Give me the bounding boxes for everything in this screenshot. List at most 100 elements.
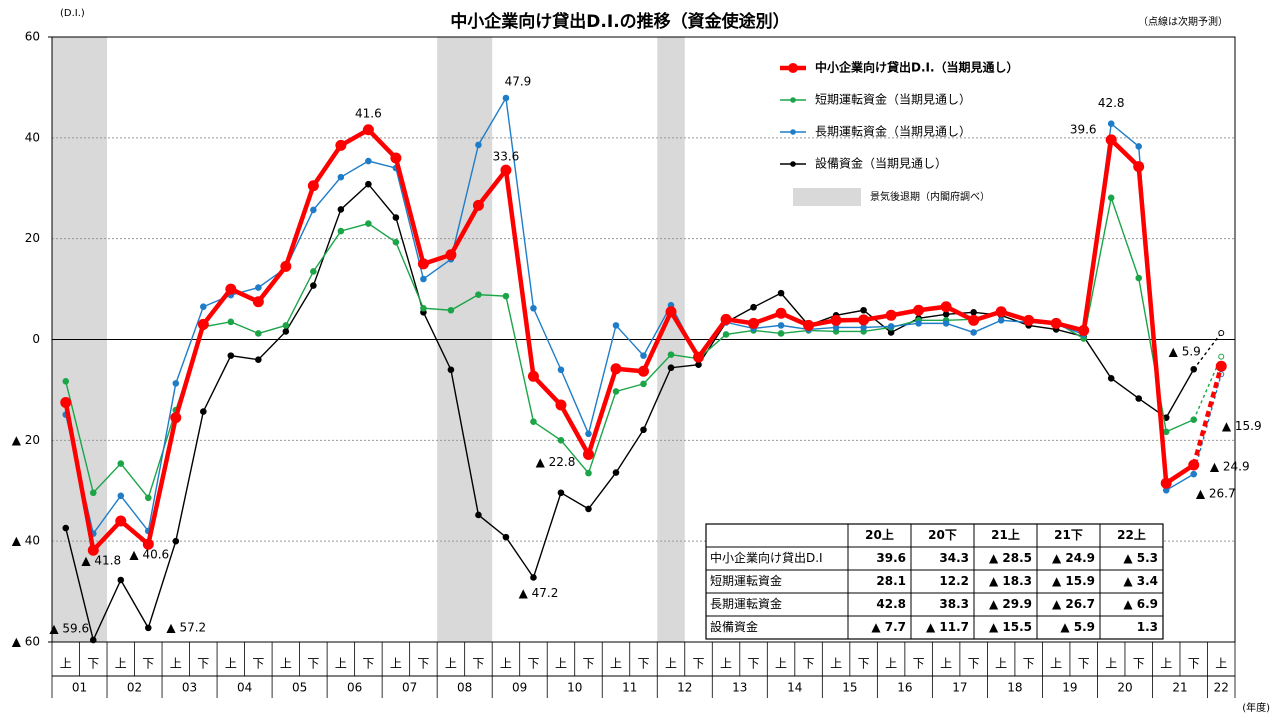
data-point (530, 304, 537, 312)
data-point (667, 364, 675, 372)
table-cell: ▲ 7.7 (871, 620, 906, 634)
series-line (65, 95, 1195, 536)
data-point (420, 304, 427, 312)
data-point (62, 378, 70, 385)
data-point (1218, 353, 1225, 360)
data-point (365, 157, 372, 165)
forecast-line (1193, 332, 1222, 370)
data-point (365, 180, 372, 188)
x-tick-label: 下 (307, 657, 319, 671)
x-tick-label: 下 (1023, 657, 1035, 671)
data-point (530, 418, 537, 425)
data-point (582, 448, 594, 460)
data-point (775, 307, 787, 319)
data-label: ▲ 24.9 (1210, 460, 1250, 474)
table-cell: ▲ 6.9 (1123, 597, 1158, 611)
data-point (585, 469, 592, 477)
data-point (527, 370, 539, 382)
x-tick-label: 上 (390, 657, 402, 671)
table-cell: ▲ 5.3 (1123, 551, 1158, 565)
x-tick-label: 下 (1078, 657, 1090, 671)
data-point (475, 291, 482, 298)
x-tick-label: 上 (1050, 657, 1062, 671)
data-point (172, 537, 180, 545)
data-point (885, 309, 897, 321)
table-cell: 39.6 (876, 551, 906, 565)
year-label: 01 (72, 681, 87, 695)
legend-label: 短期運転資金（当期見通し） (815, 92, 971, 107)
legend-label: 景気後退期（内閣府調べ） (870, 190, 990, 203)
data-point (282, 328, 290, 335)
data-point (913, 304, 925, 316)
data-point (117, 492, 125, 500)
data-point (530, 574, 537, 581)
data-point (995, 306, 1007, 318)
x-tick-label: 下 (1188, 657, 1200, 671)
data-point (1135, 143, 1143, 150)
data-point (1190, 365, 1198, 373)
data-point (89, 489, 97, 497)
table-cell: ▲ 3.4 (1123, 574, 1158, 588)
table-cell: 12.2 (939, 574, 969, 588)
data-point (307, 180, 319, 192)
data-label: ▲ 40.6 (129, 548, 169, 562)
year-label: 13 (732, 681, 747, 695)
y-tick-label: ▲ 40 (12, 534, 40, 548)
y-tick-label: 60 (25, 30, 40, 44)
x-tick-label: 下 (197, 657, 209, 671)
data-point (172, 380, 180, 387)
data-point (365, 220, 372, 227)
x-tick-label: 上 (1105, 657, 1117, 671)
x-tick-label: 下 (417, 657, 429, 671)
year-label: 11 (622, 681, 637, 695)
series-line (65, 183, 1195, 643)
data-point (803, 319, 815, 331)
data-point (142, 538, 154, 550)
forecast-line (1191, 365, 1224, 466)
data-point (777, 330, 785, 337)
data-point (282, 322, 290, 329)
table-header: 20下 (928, 528, 957, 542)
data-label: 39.6 (1070, 122, 1097, 136)
table-cell: ▲ 29.9 (989, 597, 1032, 611)
data-point (968, 314, 980, 326)
data-label: ▲ 59.6 (49, 621, 89, 635)
data-point (392, 214, 400, 221)
data-label: 41.6 (355, 106, 382, 120)
x-tick-label: 下 (527, 657, 539, 671)
x-tick-label: 下 (803, 657, 815, 671)
data-point (640, 380, 647, 388)
x-axis-label: (年度) (1242, 701, 1270, 714)
data-point (89, 636, 97, 644)
data-point (830, 314, 842, 326)
x-tick-label: 下 (858, 657, 870, 671)
data-point (392, 238, 400, 246)
data-point (610, 363, 622, 375)
data-point (585, 505, 592, 513)
data-point (87, 544, 99, 556)
year-label: 14 (787, 681, 802, 695)
data-point (144, 494, 152, 502)
data-point (638, 365, 649, 377)
y-tick-label: 0 (32, 332, 40, 346)
data-point (115, 515, 127, 527)
data-point (1023, 314, 1035, 326)
x-tick-label: 下 (142, 657, 154, 671)
data-point (942, 320, 950, 327)
data-point (255, 284, 262, 291)
data-label: ▲ 41.8 (81, 554, 121, 568)
table-cell: ▲ 11.7 (926, 620, 969, 634)
year-label: 08 (457, 681, 472, 695)
data-point (472, 199, 484, 211)
table-cell: 28.1 (876, 574, 906, 588)
year-label: 20 (1117, 681, 1132, 695)
legend-swatch-point (790, 97, 796, 103)
data-point (280, 260, 292, 272)
data-point (62, 524, 70, 532)
year-label: 16 (897, 681, 912, 695)
data-label: ▲ 22.8 (536, 455, 576, 469)
year-label: 21 (1172, 681, 1187, 695)
data-point (310, 206, 317, 214)
data-point (1133, 161, 1145, 173)
year-label: 09 (512, 681, 527, 695)
